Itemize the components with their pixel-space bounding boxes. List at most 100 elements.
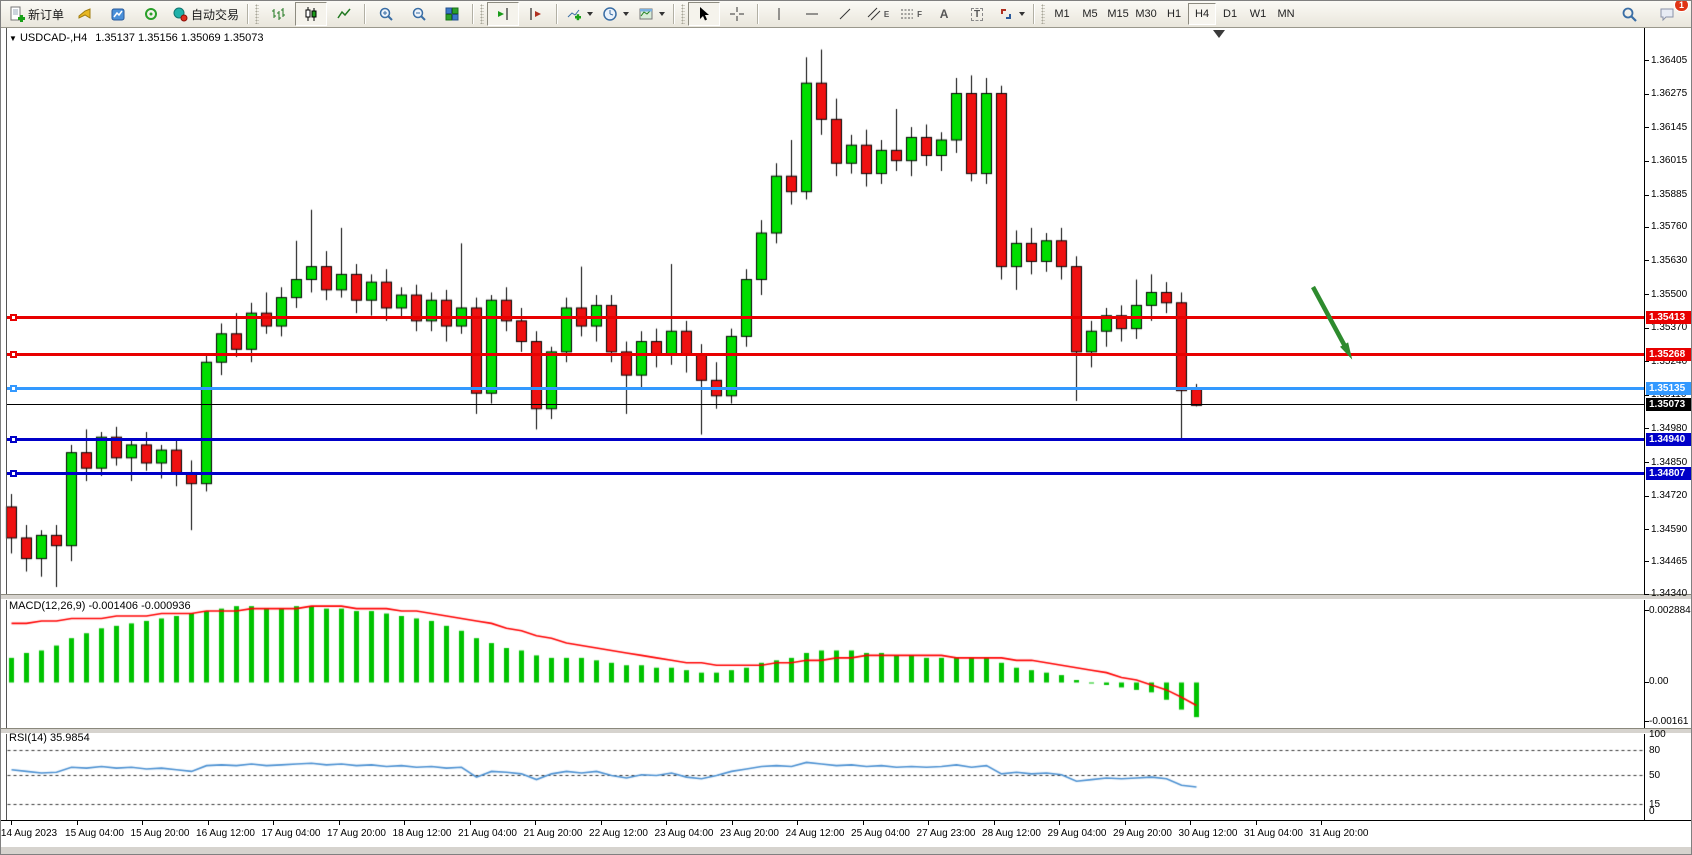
crosshair-button[interactable] — [721, 2, 753, 26]
rsi-pane-splitter[interactable] — [1, 728, 1691, 734]
time-tick — [1059, 821, 1060, 825]
price-tick — [1644, 260, 1649, 262]
current-price-line[interactable] — [7, 404, 1644, 406]
channel-tool-button[interactable]: E — [862, 2, 894, 26]
time-tick — [535, 821, 536, 825]
auto-trading-button[interactable]: 自动交易 — [168, 2, 243, 26]
indicators-button[interactable] — [562, 2, 597, 26]
time-tick — [1124, 821, 1126, 825]
hline-handle[interactable] — [10, 470, 17, 478]
trendline-icon — [839, 8, 851, 20]
trendline-tool-button[interactable] — [829, 2, 861, 26]
price-tick-label: 1.36405 — [1651, 54, 1688, 66]
templates-dropdown-caret[interactable] — [659, 12, 666, 16]
hline-handle[interactable] — [10, 435, 17, 443]
cursor-icon — [700, 7, 710, 21]
timeframe-button-d1[interactable]: D1 — [1223, 8, 1238, 20]
hline-handle[interactable] — [10, 313, 17, 321]
indicators-dropdown-caret[interactable] — [587, 12, 594, 16]
line-chart-button[interactable] — [328, 2, 360, 26]
search-button[interactable] — [1613, 2, 1645, 26]
chart-shift-button[interactable] — [520, 2, 552, 26]
zoom-out-button[interactable] — [403, 2, 435, 26]
bar-chart-button[interactable] — [262, 2, 294, 26]
chart-left-border — [6, 28, 7, 820]
time-label: 22 Aug 12:00 — [589, 828, 648, 839]
new-order-button[interactable]: 新订单 — [5, 2, 68, 26]
templates-icon — [639, 8, 653, 20]
current-price-flag: 1.35073 — [1646, 398, 1691, 412]
timeframe-button-mn[interactable]: MN — [1277, 8, 1295, 20]
hline-handle[interactable] — [10, 385, 17, 393]
line-chart-icon — [337, 8, 351, 19]
price-tick-label: 1.34590 — [1651, 523, 1688, 535]
zoom-in-icon — [379, 7, 393, 21]
horizontal-line-object[interactable] — [7, 315, 1644, 319]
time-tick — [273, 821, 274, 825]
templates-button[interactable] — [634, 2, 669, 26]
horizontal-line-object[interactable] — [7, 352, 1644, 356]
price-tick — [1644, 294, 1649, 296]
rsi-indicator-label: RSI(14) 35.9854 — [9, 732, 90, 744]
notification-badge: 1 — [1673, 1, 1689, 12]
chart-shift-marker[interactable] — [1213, 30, 1225, 38]
time-label: 23 Aug 20:00 — [720, 828, 779, 839]
tile-windows-button[interactable] — [436, 2, 468, 26]
data-window-button[interactable] — [135, 2, 167, 26]
arrows-tool-button[interactable] — [994, 2, 1029, 26]
megaphone-button[interactable] — [69, 2, 101, 26]
timeframe-button-h4[interactable]: H4 — [1188, 3, 1217, 25]
periods-dropdown-caret[interactable] — [623, 12, 630, 16]
price-tick — [1644, 428, 1649, 430]
timeframe-button-h1[interactable]: H1 — [1167, 8, 1182, 20]
timeframe-button-m15[interactable]: M15 — [1107, 8, 1129, 20]
price-tick-label: 1.36015 — [1651, 155, 1688, 167]
macd-pane-splitter[interactable] — [1, 594, 1691, 600]
candlestick-chart-button[interactable] — [295, 2, 328, 26]
time-label: 17 Aug 20:00 — [327, 828, 386, 839]
price-tick — [1644, 327, 1649, 329]
one-click-trading-toggle[interactable]: ▼ — [9, 34, 17, 43]
market-watch-icon — [111, 8, 125, 21]
horizontal-line-tool-button[interactable] — [796, 2, 828, 26]
notifications-button[interactable]: 1 — [1651, 1, 1689, 26]
arrows-dropdown-caret[interactable] — [1019, 12, 1026, 16]
timeframe-button-m30[interactable]: M30 — [1135, 8, 1157, 20]
horizontal-line-object[interactable] — [7, 437, 1644, 441]
price-tick — [1644, 93, 1649, 95]
time-tick — [11, 821, 12, 825]
zoom-in-button[interactable] — [370, 2, 402, 26]
symbol-period-label: USDCAD-,H4 — [19, 32, 88, 44]
hline-handle[interactable] — [10, 350, 17, 358]
toolbar: 新订单 自动交易 — [1, 1, 1691, 28]
bar-chart-icon — [272, 8, 286, 20]
ohlc-values: 1.35137 1.35156 1.35069 1.35073 — [95, 32, 264, 44]
horizontal-line-object[interactable] — [7, 387, 1644, 391]
zoom-out-icon — [412, 7, 426, 21]
macd-tick — [1644, 681, 1649, 683]
timeframe-button-m5[interactable]: M5 — [1082, 8, 1098, 20]
time-label: 21 Aug 04:00 — [458, 828, 517, 839]
crosshair-icon — [730, 7, 745, 21]
fibonacci-tool-button[interactable]: F — [895, 2, 927, 26]
auto-trading-label: 自动交易 — [191, 7, 240, 22]
tile-windows-icon — [445, 7, 459, 21]
text-tool-button[interactable]: A — [928, 2, 960, 26]
timeframe-button-m1[interactable]: M1 — [1054, 8, 1070, 20]
time-label: 29 Aug 20:00 — [1113, 828, 1172, 839]
market-watch-button[interactable] — [102, 2, 134, 26]
macd-indicator-label: MACD(12,26,9) -0.001406 -0.000936 — [9, 600, 191, 612]
auto-scroll-button[interactable] — [487, 2, 520, 26]
price-tick — [1644, 127, 1649, 129]
time-label: 15 Aug 20:00 — [130, 828, 190, 839]
timeframe-button-w1[interactable]: W1 — [1249, 8, 1267, 20]
periods-button[interactable] — [598, 2, 633, 26]
cursor-button[interactable] — [688, 2, 721, 26]
vertical-line-tool-button[interactable] — [763, 2, 795, 26]
macd-tick-label: 0.00 — [1649, 676, 1669, 687]
price-tick — [1644, 462, 1649, 463]
time-tick — [338, 821, 340, 825]
horizontal-line-object[interactable] — [7, 472, 1644, 476]
text-label-tool-button[interactable]: T — [961, 2, 993, 26]
rsi-tick-label: 50 — [1649, 770, 1661, 781]
